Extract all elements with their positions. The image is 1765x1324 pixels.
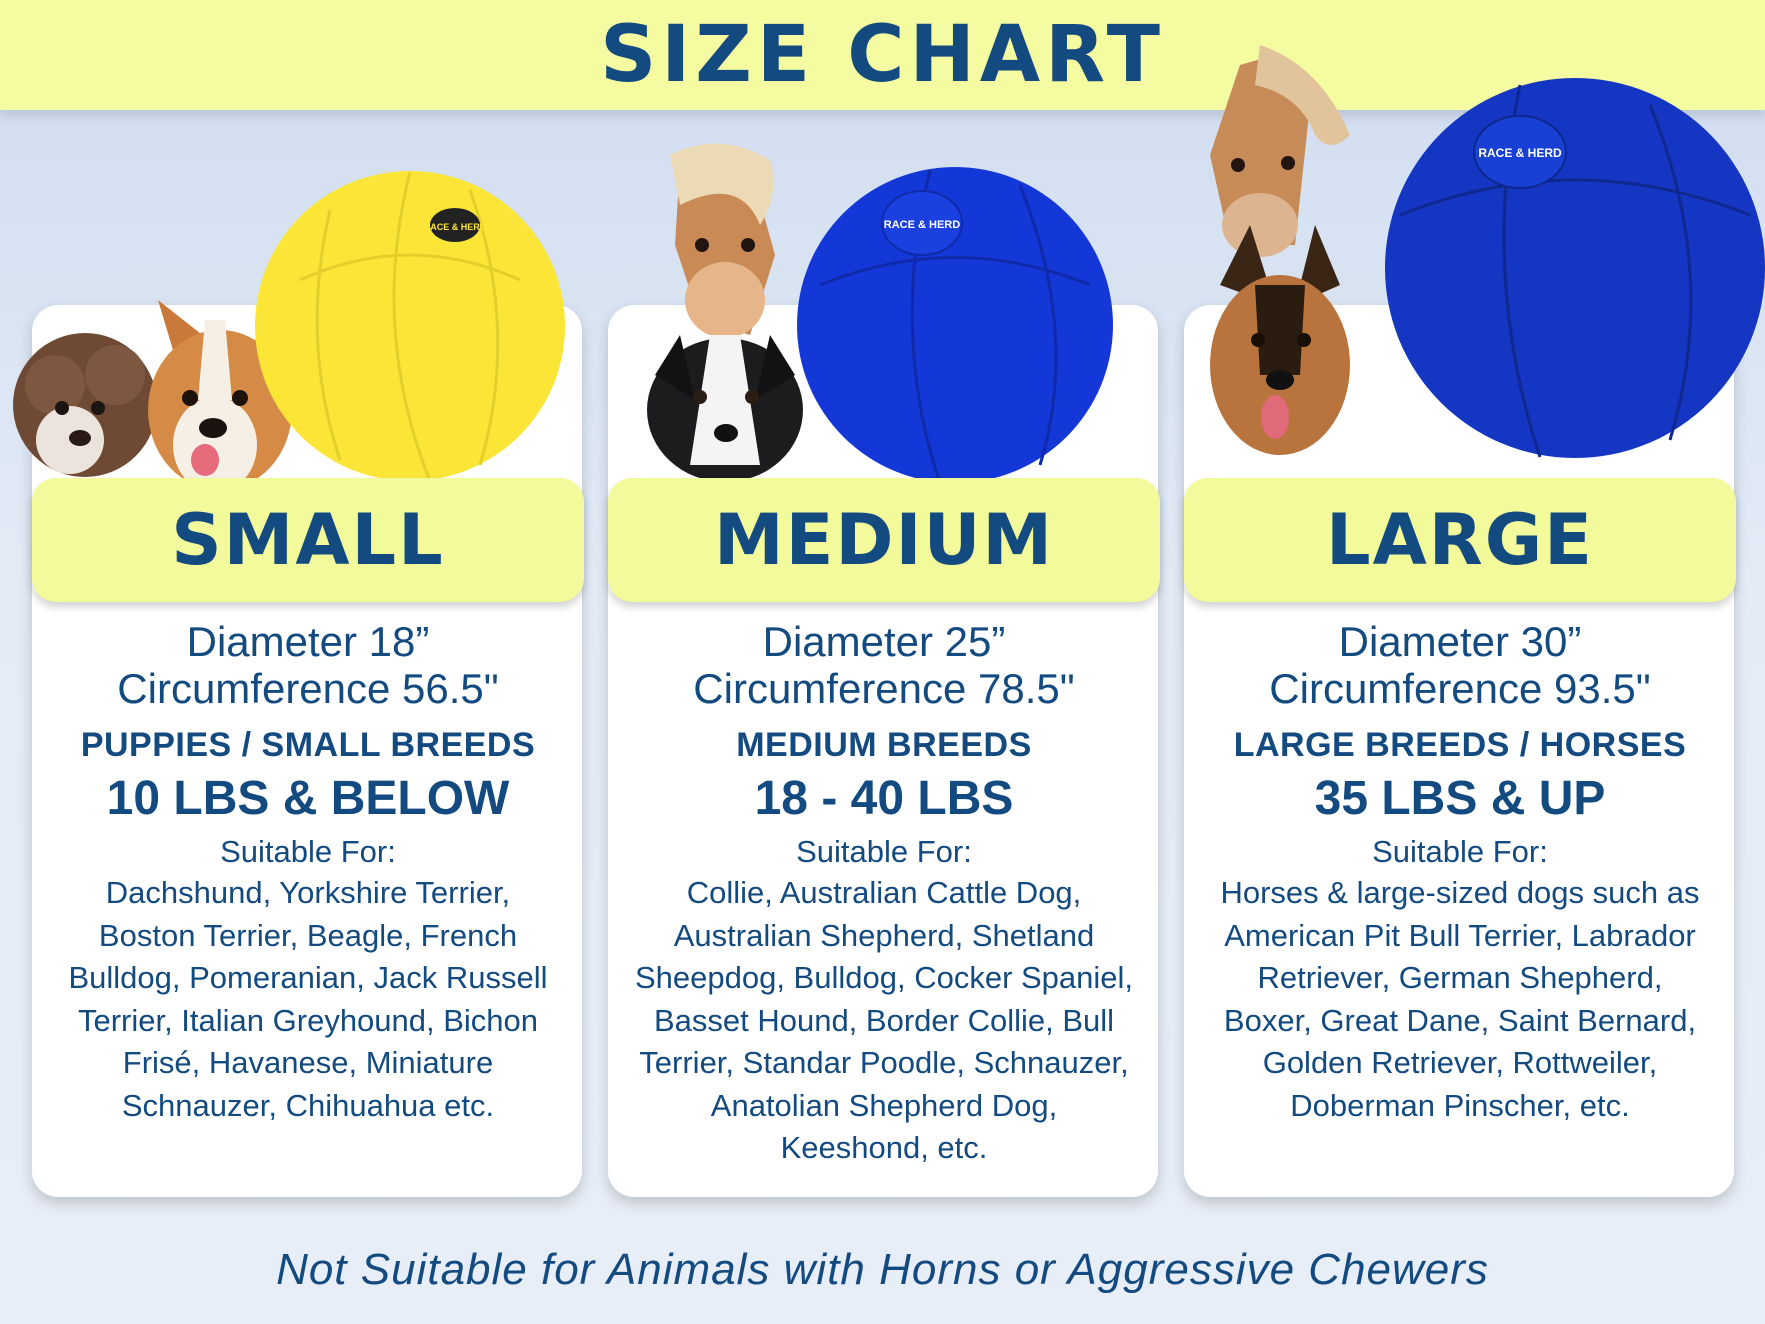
suitable-label: Suitable For:	[220, 834, 396, 869]
pony-illustration	[670, 143, 775, 338]
circumference: Circumference 78.5"	[693, 665, 1075, 712]
medium-illustration: RACE & HERD	[647, 143, 1113, 484]
large-ball-illustration: RACE & HERD	[1385, 78, 1765, 458]
breeds-heading: PUPPIES / SMALL BREEDS	[80, 726, 536, 764]
circumference: Circumference 56.5"	[117, 665, 499, 712]
size-name: LARGE	[1326, 499, 1594, 581]
suitable-label: Suitable For:	[1372, 834, 1548, 869]
suitable-list: Collie, Australian Cattle Dog, Australia…	[634, 875, 1134, 1165]
horse-illustration	[1210, 45, 1350, 257]
breeds-heading: LARGE BREEDS / HORSES	[1233, 726, 1687, 764]
title-banner: SIZE CHART	[0, 0, 1765, 110]
diameter: Diameter 30”	[1338, 618, 1582, 665]
small-ball-logo: RACE & HERD	[424, 222, 487, 232]
label-medium: MEDIUM	[608, 478, 1160, 602]
diameter: Diameter 25”	[762, 618, 1006, 665]
info-large: Diameter 30” Circumference 93.5" LARGE B…	[1184, 618, 1736, 1127]
suitable-label: Suitable For:	[796, 834, 972, 869]
large-ball-logo: RACE & HERD	[1478, 146, 1562, 160]
circumference: Circumference 93.5"	[1269, 665, 1651, 712]
suitable-list: Dachshund, Yorkshire Terrier, Boston Ter…	[68, 875, 548, 1123]
medium-ball-logo: RACE & HERD	[884, 219, 960, 231]
small-illustration: RACE & HERD	[13, 171, 565, 490]
info-medium: Diameter 25” Circumference 78.5" MEDIUM …	[608, 618, 1160, 1170]
size-name: MEDIUM	[713, 499, 1055, 581]
weight-range: 18 - 40 LBS	[754, 772, 1014, 825]
medium-ball-illustration: RACE & HERD	[797, 167, 1113, 484]
label-small: SMALL	[32, 478, 584, 602]
weight-range: 35 LBS & UP	[1314, 772, 1606, 825]
label-large: LARGE	[1184, 478, 1736, 602]
weight-range: 10 LBS & BELOW	[106, 772, 510, 825]
size-name: SMALL	[171, 499, 445, 581]
page-title: SIZE CHART	[600, 10, 1165, 100]
small-ball-illustration: RACE & HERD	[255, 171, 565, 482]
poodle-puppy-illustration	[13, 333, 157, 477]
breeds-heading: MEDIUM BREEDS	[736, 726, 1032, 764]
footer-disclaimer: Not Suitable for Animals with Horns or A…	[276, 1245, 1489, 1294]
info-small: Diameter 18” Circumference 56.5" PUPPIES…	[32, 618, 584, 1127]
large-illustration: RACE & HERD	[1210, 45, 1765, 458]
german-shepherd-illustration	[1210, 225, 1350, 455]
diameter: Diameter 18”	[186, 618, 430, 665]
suitable-list: Horses & large-sized dogs such as Americ…	[1220, 875, 1700, 1123]
border-collie-illustration	[647, 335, 803, 482]
